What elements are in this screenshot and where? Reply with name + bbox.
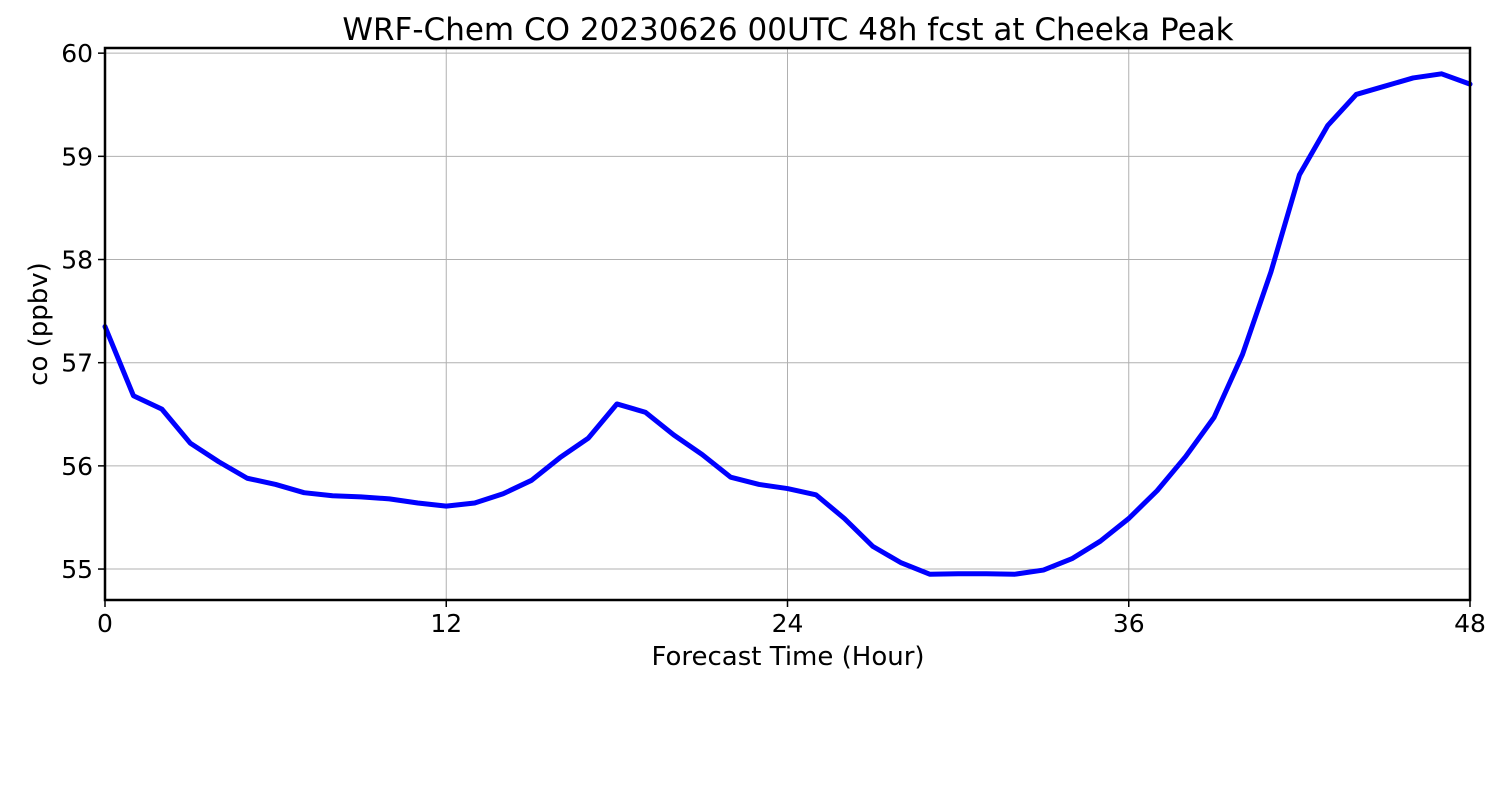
plot-area xyxy=(102,71,1473,577)
x-tick-label: 24 xyxy=(772,609,804,638)
y-tick-label: 57 xyxy=(61,349,93,378)
y-axis: 55 56 57 58 59 60 xyxy=(61,39,105,584)
y-tick-label: 55 xyxy=(61,555,93,584)
series-line-co xyxy=(102,71,1473,577)
grid-lines xyxy=(105,48,1470,600)
y-tick-label: 58 xyxy=(61,246,93,275)
x-tick-label: 12 xyxy=(430,609,462,638)
x-tick-label: 36 xyxy=(1113,609,1145,638)
y-axis-label: co (ppbv) xyxy=(24,262,54,386)
chart-title: WRF-Chem CO 20230626 00UTC 48h fcst at C… xyxy=(342,12,1233,48)
x-axis: 0 12 24 36 48 xyxy=(97,600,1486,638)
x-axis-label: Forecast Time (Hour) xyxy=(651,642,924,672)
y-tick-label: 60 xyxy=(61,39,93,68)
x-tick-label: 0 xyxy=(97,609,113,638)
x-tick-label: 48 xyxy=(1454,609,1486,638)
y-tick-label: 59 xyxy=(61,142,93,171)
y-tick-label: 56 xyxy=(61,452,93,481)
